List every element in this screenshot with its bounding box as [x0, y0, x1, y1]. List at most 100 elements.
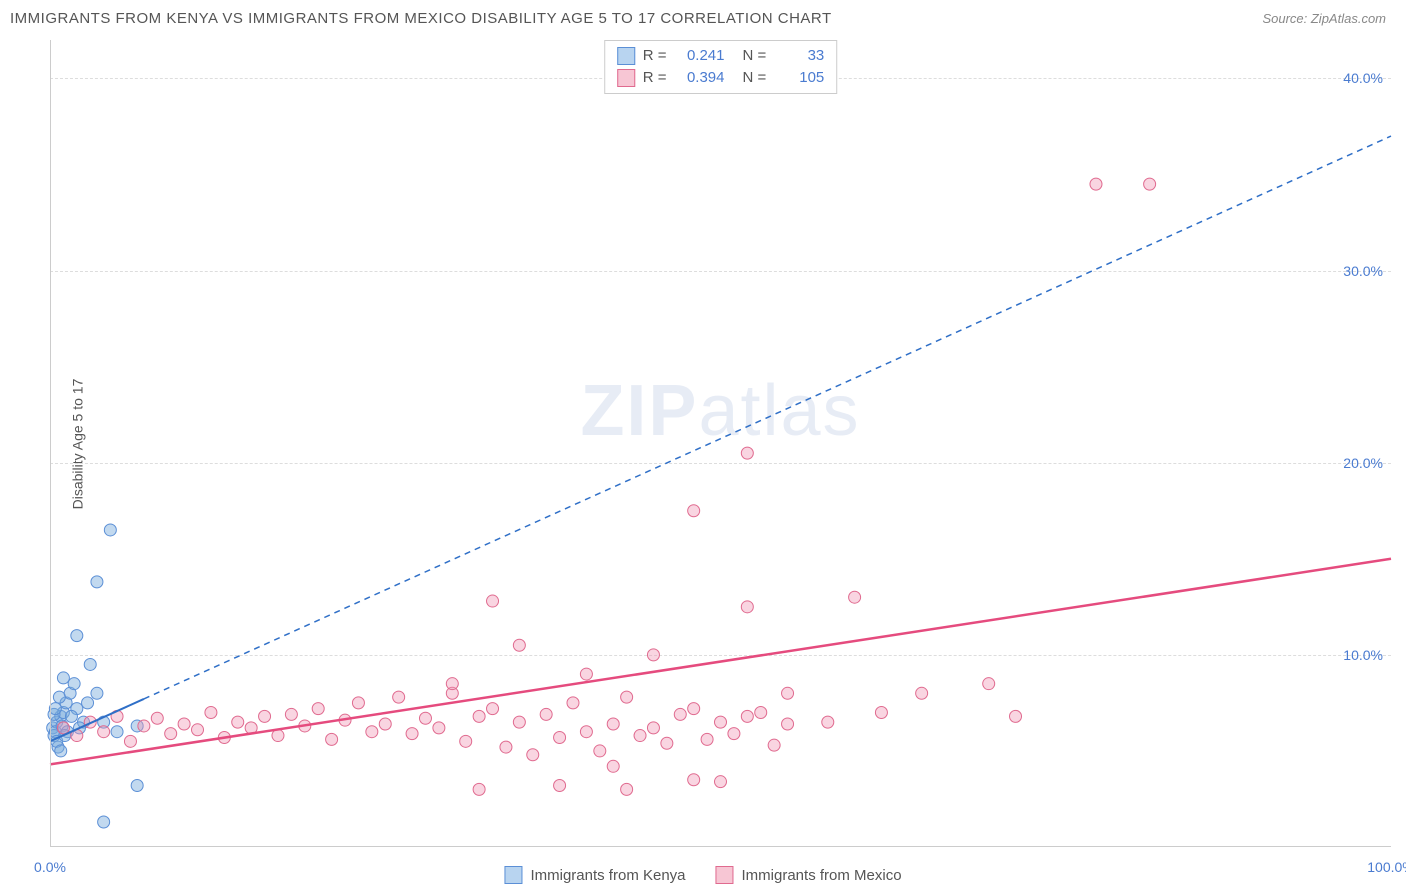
chart-svg — [50, 40, 1391, 847]
point-mexico — [513, 639, 525, 651]
point-mexico — [1144, 178, 1156, 190]
point-mexico — [741, 710, 753, 722]
point-mexico — [326, 733, 338, 745]
point-kenya — [131, 780, 143, 792]
point-kenya — [91, 576, 103, 588]
point-mexico — [715, 776, 727, 788]
chart-area: Disability Age 5 to 17 ZIPatlas R =0.241… — [50, 40, 1391, 847]
legend-item: Immigrants from Kenya — [504, 866, 685, 884]
point-mexico — [822, 716, 834, 728]
trendline-dashed-kenya — [144, 136, 1391, 699]
point-mexico — [554, 731, 566, 743]
point-mexico — [728, 728, 740, 740]
point-kenya — [68, 678, 80, 690]
r-label: R = — [643, 67, 667, 89]
r-value: 0.241 — [675, 45, 725, 67]
point-mexico — [178, 718, 190, 730]
stats-row: R =0.241N =33 — [617, 45, 825, 67]
point-mexico — [540, 708, 552, 720]
point-mexico — [393, 691, 405, 703]
point-mexico — [124, 735, 136, 747]
trendline-mexico — [50, 559, 1391, 765]
point-mexico — [406, 728, 418, 740]
point-mexico — [460, 735, 472, 747]
point-mexico — [607, 760, 619, 772]
source-attribution: Source: ZipAtlas.com — [1262, 11, 1386, 26]
legend-label: Immigrants from Kenya — [530, 867, 685, 884]
point-mexico — [487, 703, 499, 715]
point-kenya — [82, 697, 94, 709]
point-mexico — [446, 678, 458, 690]
point-mexico — [379, 718, 391, 730]
point-kenya — [55, 745, 67, 757]
point-mexico — [674, 708, 686, 720]
point-mexico — [232, 716, 244, 728]
point-mexico — [621, 783, 633, 795]
point-mexico — [285, 708, 297, 720]
n-label: N = — [743, 45, 767, 67]
point-mexico — [98, 726, 110, 738]
y-tick-label: 30.0% — [1343, 263, 1383, 279]
point-mexico — [473, 710, 485, 722]
r-value: 0.394 — [675, 67, 725, 89]
x-tick-label: 0.0% — [34, 859, 66, 875]
point-mexico — [312, 703, 324, 715]
point-mexico — [527, 749, 539, 761]
point-mexico — [138, 720, 150, 732]
stats-row: R = 0.394 N = 105 — [617, 67, 825, 89]
x-tick-label: 100.0% — [1367, 859, 1406, 875]
point-kenya — [57, 672, 69, 684]
point-mexico — [205, 707, 217, 719]
point-mexico — [916, 687, 928, 699]
point-mexico — [272, 730, 284, 742]
point-mexico — [647, 722, 659, 734]
point-mexico — [580, 668, 592, 680]
n-value: 105 — [774, 67, 824, 89]
point-mexico — [715, 716, 727, 728]
y-axis — [50, 40, 51, 847]
point-mexico — [433, 722, 445, 734]
point-kenya — [98, 816, 110, 828]
y-tick-label: 40.0% — [1343, 70, 1383, 86]
point-mexico — [621, 691, 633, 703]
point-mexico — [513, 716, 525, 728]
n-value: 33 — [774, 45, 824, 67]
point-mexico — [741, 447, 753, 459]
point-mexico — [567, 697, 579, 709]
point-mexico — [741, 601, 753, 613]
point-mexico — [1090, 178, 1102, 190]
point-mexico — [473, 783, 485, 795]
legend-label: Immigrants from Mexico — [742, 867, 902, 884]
point-mexico — [352, 697, 364, 709]
point-mexico — [554, 780, 566, 792]
point-mexico — [580, 726, 592, 738]
stats-swatch — [617, 47, 635, 65]
point-mexico — [165, 728, 177, 740]
point-kenya — [65, 710, 77, 722]
point-mexico — [634, 730, 646, 742]
legend-swatch — [504, 866, 522, 884]
point-kenya — [104, 524, 116, 536]
x-axis — [50, 846, 1391, 847]
point-mexico — [1010, 710, 1022, 722]
chart-title: IMMIGRANTS FROM KENYA VS IMMIGRANTS FROM… — [10, 10, 832, 27]
point-mexico — [151, 712, 163, 724]
point-kenya — [91, 687, 103, 699]
point-mexico — [849, 591, 861, 603]
y-tick-label: 10.0% — [1343, 647, 1383, 663]
point-mexico — [983, 678, 995, 690]
point-kenya — [53, 691, 65, 703]
point-mexico — [192, 724, 204, 736]
stats-box: R = 0.241 N = 33R = 0.394 N = 105 — [604, 40, 838, 94]
plot-region: ZIPatlas R =0.241N =33R =0.394N =105 10.… — [50, 40, 1391, 847]
point-mexico — [688, 505, 700, 517]
point-mexico — [755, 707, 767, 719]
point-mexico — [688, 703, 700, 715]
legend: Immigrants from Kenya Immigrants from Mex… — [504, 866, 901, 884]
point-mexico — [782, 687, 794, 699]
point-mexico — [259, 710, 271, 722]
header: IMMIGRANTS FROM KENYA VS IMMIGRANTS FROM… — [0, 0, 1406, 35]
legend-item: Immigrants from Mexico — [716, 866, 902, 884]
point-mexico — [661, 737, 673, 749]
n-label: N = — [743, 67, 767, 89]
